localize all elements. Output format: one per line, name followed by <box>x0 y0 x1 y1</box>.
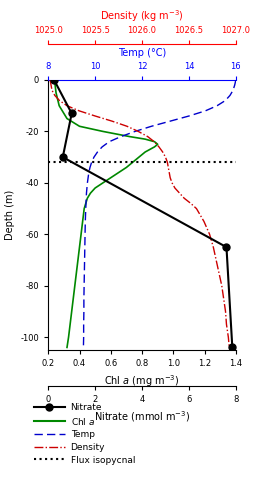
X-axis label: Nitrate (mmol m$^{-3}$): Nitrate (mmol m$^{-3}$) <box>94 410 190 424</box>
Legend: Nitrate, Chl $a$, Temp, Density, Flux isopycnal: Nitrate, Chl $a$, Temp, Density, Flux is… <box>30 400 139 468</box>
X-axis label: Density (kg m$^{-3}$): Density (kg m$^{-3}$) <box>100 8 184 24</box>
X-axis label: Chl $a$ (mg m$^{-3}$): Chl $a$ (mg m$^{-3}$) <box>104 374 180 390</box>
Y-axis label: Depth (m): Depth (m) <box>5 190 15 240</box>
X-axis label: Temp (°C): Temp (°C) <box>118 48 166 58</box>
